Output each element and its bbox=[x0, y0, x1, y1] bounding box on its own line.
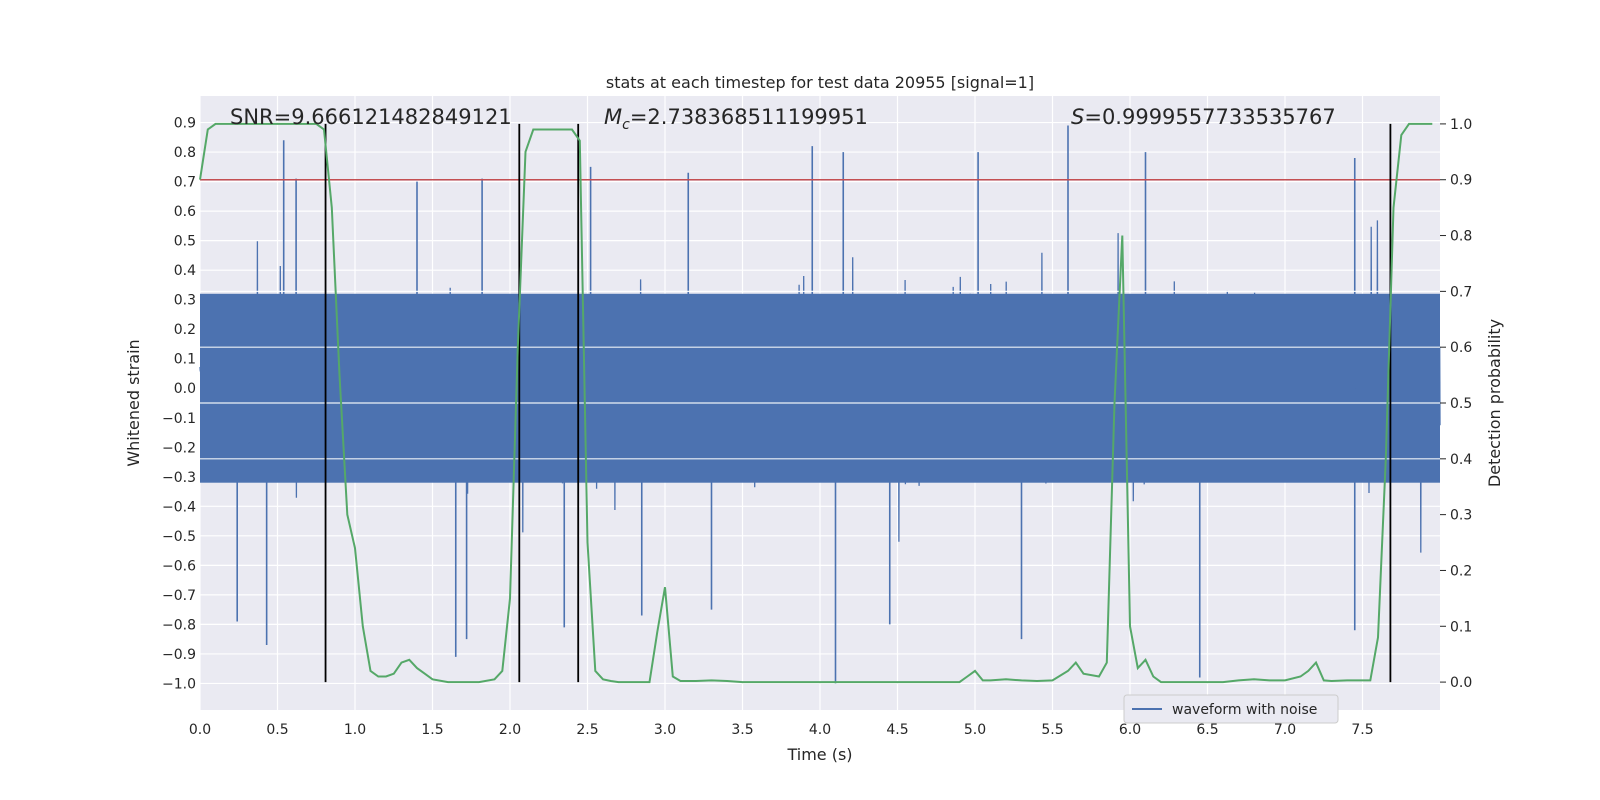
chirp-mass-value: =2.738368511199951 bbox=[630, 105, 868, 129]
x-tick-label: 4.5 bbox=[886, 722, 908, 738]
probability-line bbox=[199, 122, 1433, 684]
y2-tick-label: 0.9 bbox=[1450, 173, 1472, 189]
y-tick-label: 0.1 bbox=[174, 352, 196, 368]
y2-tick-label: 0.6 bbox=[1450, 340, 1472, 356]
y2-tick-label: 1.0 bbox=[1450, 117, 1472, 133]
x-tick-label: 6.0 bbox=[1119, 722, 1141, 738]
y-tick-label: 0.5 bbox=[174, 234, 196, 250]
y-tick-label: 0.8 bbox=[174, 145, 196, 161]
probability-series bbox=[199, 122, 1433, 684]
legend-box bbox=[1123, 694, 1339, 724]
y-tick-label: −0.6 bbox=[162, 558, 196, 574]
y-tick-label: −0.9 bbox=[162, 647, 196, 663]
x-tick-label: 5.0 bbox=[964, 722, 986, 738]
y2-tick-label: 0.8 bbox=[1450, 229, 1472, 245]
x-tick-label: 1.5 bbox=[421, 722, 443, 738]
legend: waveform with noise bbox=[1123, 694, 1339, 724]
overlays bbox=[200, 123, 1440, 683]
x-tick-label: 6.5 bbox=[1196, 722, 1218, 738]
x-tick-label: 3.5 bbox=[731, 722, 753, 738]
y-tick-label: 0.7 bbox=[174, 175, 196, 191]
y-tick-label: 0.4 bbox=[174, 263, 196, 279]
y2-tick-label: 0.0 bbox=[1450, 675, 1472, 691]
y2-axis-label: Detection probability bbox=[1485, 319, 1504, 487]
y2-tick-label: 0.1 bbox=[1450, 619, 1472, 635]
chart-title: stats at each timestep for test data 209… bbox=[606, 73, 1034, 92]
x-tick-label: 7.0 bbox=[1274, 722, 1296, 738]
x-tick-label: 2.0 bbox=[499, 722, 521, 738]
y2-tick-label: 0.4 bbox=[1450, 452, 1472, 468]
legend-label: waveform with noise bbox=[1172, 702, 1317, 718]
y-tick-label: −0.3 bbox=[162, 470, 196, 486]
x-tick-label: 1.0 bbox=[344, 722, 366, 738]
waveform-core bbox=[200, 293, 1440, 483]
y2-tick-label: 0.2 bbox=[1450, 563, 1472, 579]
ticks: 0.0 0.5 1.0 1.5 2.0 2.5 3.0 3.5 4.0 4.5 5.0 5.5 6.0 6… bbox=[162, 116, 1472, 738]
y-tick-label: 0.9 bbox=[174, 116, 196, 132]
x-tick-label: 7.5 bbox=[1351, 722, 1373, 738]
y-tick-label: 0.3 bbox=[174, 293, 196, 309]
chirp-mass-annotation: Mc=2.738368511199951 bbox=[604, 105, 868, 133]
x-tick-label: 5.5 bbox=[1041, 722, 1063, 738]
snr-annotation: SNR=9.666121482849121 bbox=[230, 105, 512, 129]
chirp-mass-subscript: c bbox=[622, 117, 630, 133]
y2-tick-label: 0.7 bbox=[1450, 284, 1472, 300]
y-tick-label: −0.2 bbox=[162, 440, 196, 456]
y-tick-label: −1.0 bbox=[162, 676, 196, 692]
y-tick-label: −0.5 bbox=[162, 529, 196, 545]
y-tick-label: 0.0 bbox=[174, 381, 196, 397]
y-axis-label: Whitened strain bbox=[124, 339, 143, 466]
y2-tick-label: 0.5 bbox=[1450, 396, 1472, 412]
x-axis-label: Time (s) bbox=[786, 745, 852, 764]
chirp-mass-symbol: M bbox=[604, 105, 622, 129]
x-tick-label: 2.5 bbox=[576, 722, 598, 738]
y-tick-label: −0.4 bbox=[162, 499, 196, 515]
y-tick-label: −0.7 bbox=[162, 588, 196, 604]
x-tick-label: 3.0 bbox=[654, 722, 676, 738]
y2-tick-label: 0.3 bbox=[1450, 508, 1472, 524]
y-tick-label: −0.8 bbox=[162, 617, 196, 633]
score-annotation: S=0.9999557733535767 bbox=[1071, 105, 1336, 129]
waveform-series bbox=[199, 125, 1441, 684]
score-value: =0.9999557733535767 bbox=[1084, 105, 1335, 129]
score-symbol: S bbox=[1071, 105, 1084, 129]
x-tick-label: 0.0 bbox=[189, 722, 211, 738]
y-tick-label: 0.2 bbox=[174, 322, 196, 338]
x-tick-label: 0.5 bbox=[266, 722, 288, 738]
x-tick-label: 4.0 bbox=[809, 722, 831, 738]
y-tick-label: −0.1 bbox=[162, 411, 196, 427]
y-tick-label: 0.6 bbox=[174, 204, 196, 220]
